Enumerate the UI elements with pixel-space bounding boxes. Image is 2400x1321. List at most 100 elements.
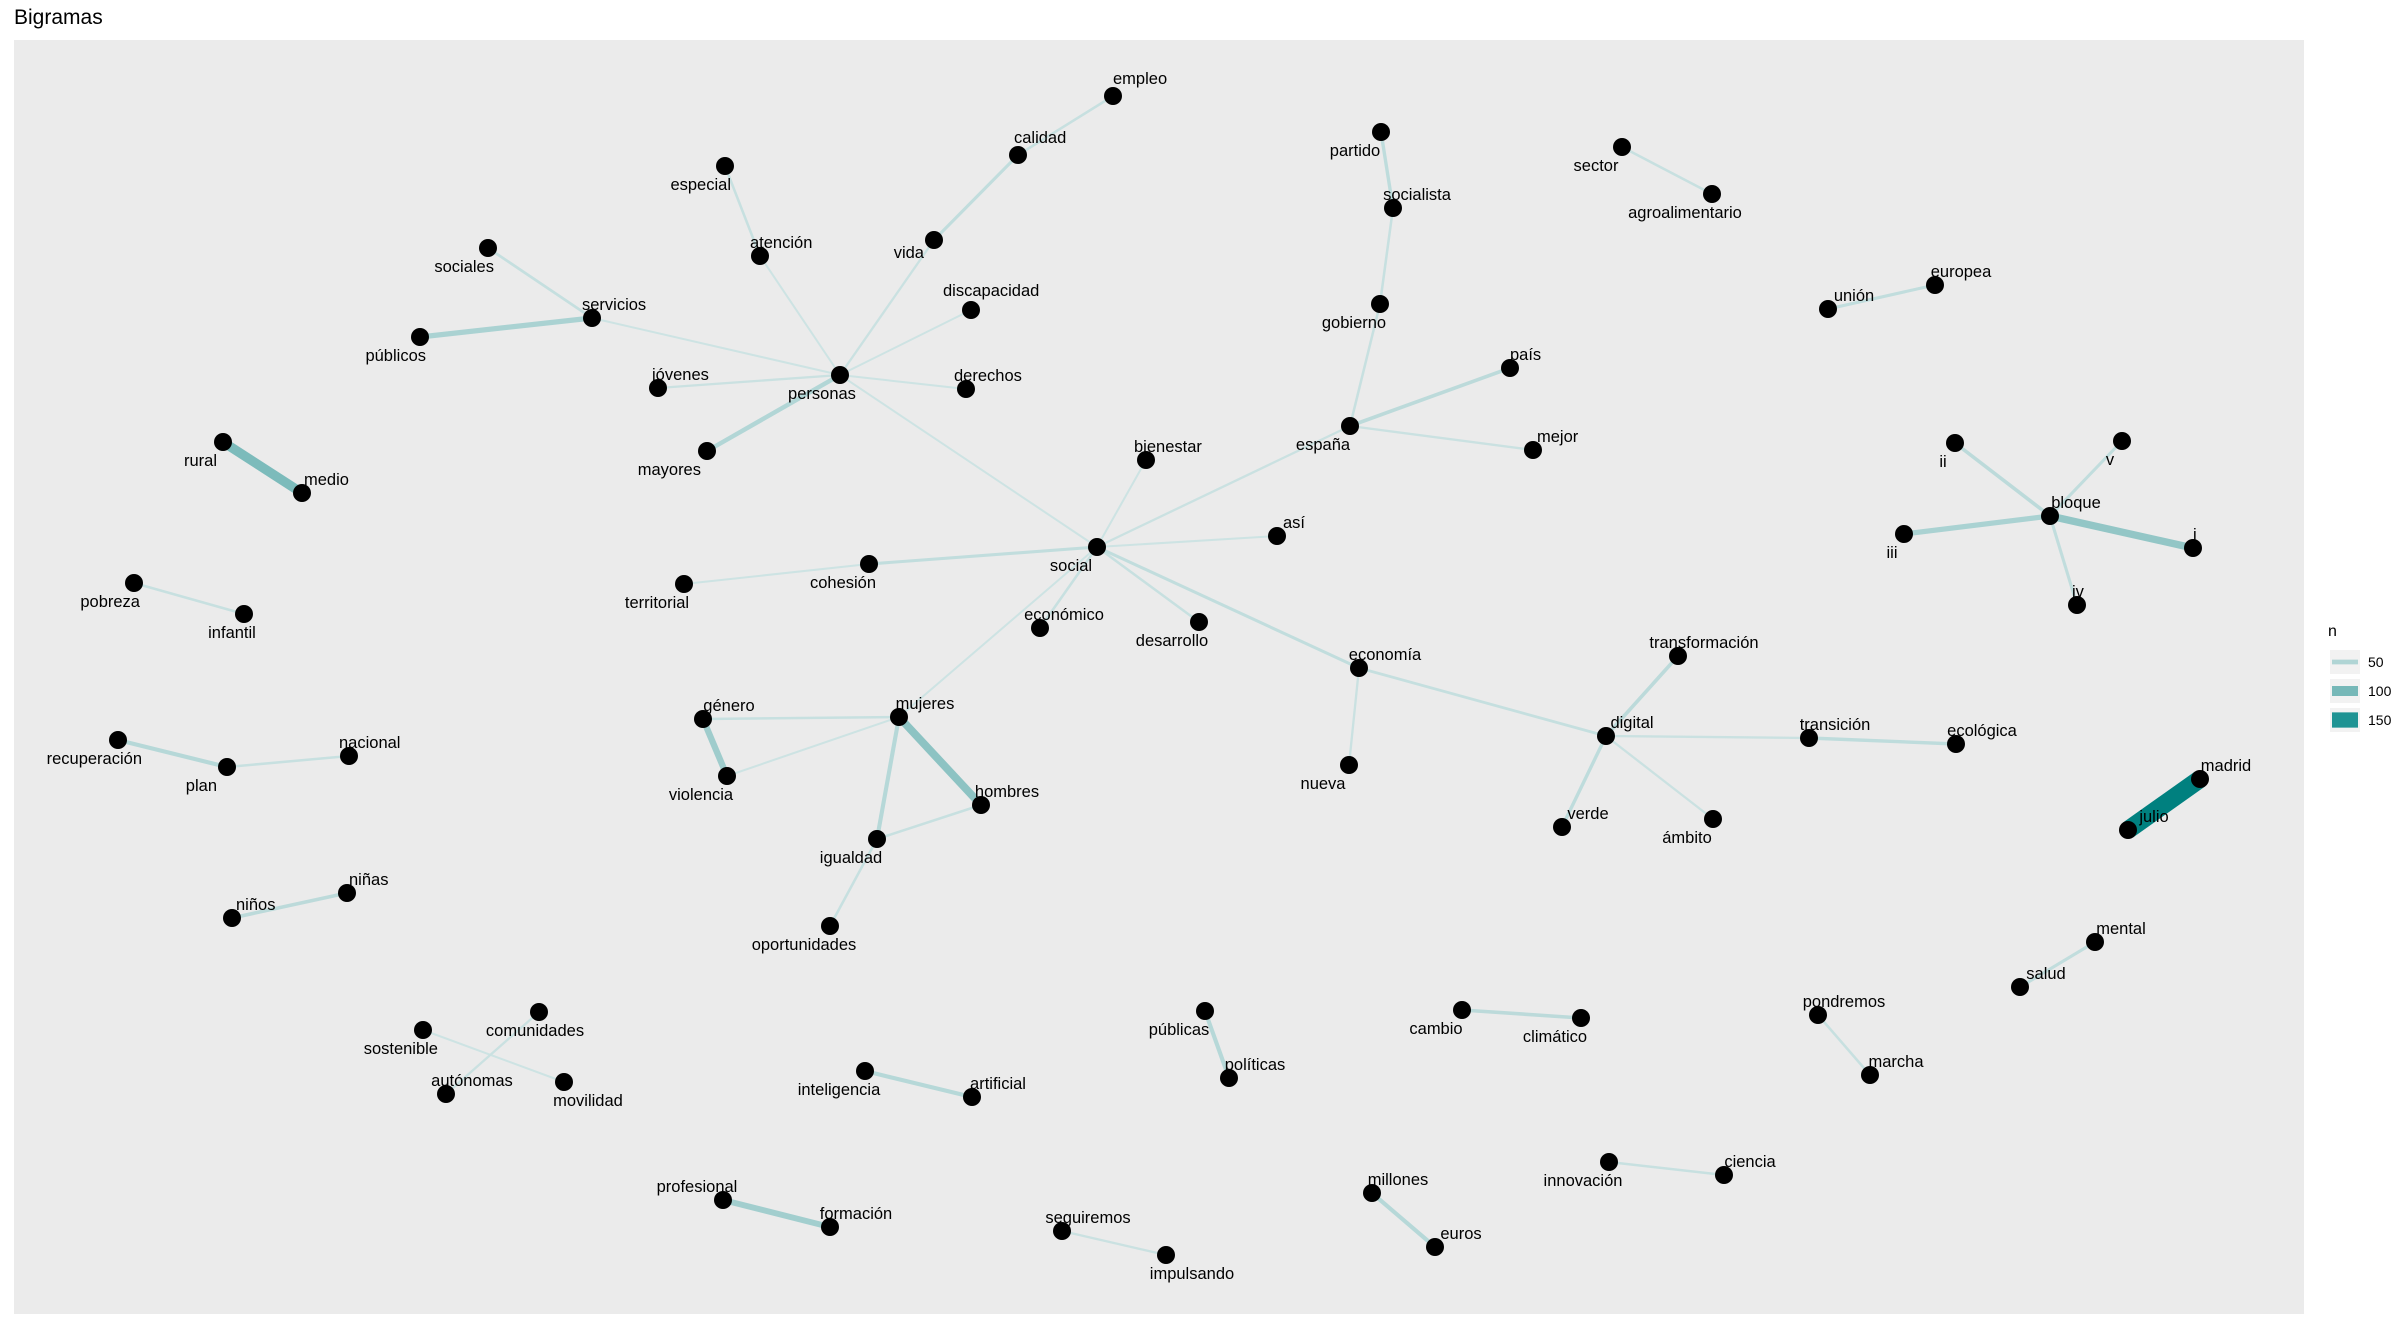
node-label-socialista: socialista [1383, 186, 1452, 204]
node-label-empleo: empleo [1113, 70, 1167, 88]
edge-union-europea [1827, 283, 1936, 311]
node-recuperacion [109, 731, 127, 749]
node-label-territorial: territorial [625, 594, 689, 612]
node-label-ecologica: ecológica [1947, 722, 2018, 740]
edge-digital-transformacion [1604, 654, 1680, 738]
node-socialista [1384, 199, 1402, 217]
legend-label-50: 50 [2368, 654, 2384, 670]
node-label-politicas: políticas [1225, 1056, 1286, 1074]
node-europea [1926, 276, 1944, 294]
edge-seguiremos-impulsando [1061, 1229, 1167, 1257]
node-pondremos [1809, 1006, 1827, 1024]
edge-gobierno-espana [1348, 303, 1382, 427]
edge-servicios-sociales [487, 246, 593, 320]
node-atencion [751, 247, 769, 265]
node-partido [1372, 123, 1390, 141]
labels-layer: empleocalidadvidaespecialatenciónsociale… [47, 70, 2252, 1283]
node-label-espana: españa [1296, 436, 1351, 454]
node-cambio [1453, 1001, 1471, 1019]
node-label-inteligencia: inteligencia [798, 1081, 881, 1099]
edge-social-economico [1038, 546, 1099, 629]
node-label-sostenible: sostenible [364, 1040, 438, 1058]
edge-cambio-climatico [1461, 1008, 1582, 1020]
node-label-mental: mental [2096, 920, 2146, 938]
node-derechos [957, 380, 975, 398]
node-asi [1268, 527, 1286, 545]
edge-transicion-ecologica [1808, 736, 1957, 746]
edge-julio-madrid [2122, 771, 2206, 838]
node-label-iv: iv [2072, 583, 2085, 601]
edge-territorial-cohesion [683, 563, 870, 585]
node-label-oportunidades: oportunidades [752, 936, 857, 954]
node-profesional [714, 1191, 732, 1209]
node-iv [2068, 596, 2086, 614]
node-jovenes [649, 379, 667, 397]
edge-digital-transicion [1605, 734, 1810, 740]
node-plan [218, 758, 236, 776]
node-especial [716, 157, 734, 175]
edge-social-asi [1096, 535, 1278, 548]
node-ciencia [1715, 1166, 1733, 1184]
edges-layer [117, 94, 2206, 1257]
legend-label-100: 100 [2368, 683, 2392, 699]
edge-personas-atencion [759, 255, 841, 376]
node-ambito [1704, 810, 1722, 828]
edge-social-personas [839, 374, 1098, 548]
node-label-iii: iii [1887, 544, 1898, 562]
edge-personas-discapacidad [839, 309, 972, 376]
node-label-desarrollo: desarrollo [1136, 632, 1208, 650]
node-label-pais: país [1510, 346, 1541, 364]
node-label-comunidades: comunidades [486, 1022, 584, 1040]
node-cohesion [860, 555, 878, 573]
node-label-atencion: atención [750, 234, 812, 252]
edge-verde-digital [1560, 735, 1608, 828]
node-label-mejor: mejor [1537, 428, 1579, 446]
edge-mujeres-hombres [896, 714, 984, 808]
node-oportunidades [821, 917, 839, 935]
edge-socialista-gobierno [1378, 207, 1395, 305]
node-label-ninos: niños [236, 896, 275, 914]
node-label-cambio: cambio [1409, 1020, 1462, 1038]
legend-title: n [2328, 623, 2337, 640]
node-millones [1363, 1184, 1381, 1202]
node-personas [831, 366, 849, 384]
node-sociales [479, 239, 497, 257]
edge-economia-nueva [1347, 667, 1361, 766]
node-label-agroalimentario: agroalimentario [1628, 204, 1742, 222]
node-formacion [821, 1218, 839, 1236]
node-nacional [340, 747, 358, 765]
node-label-especial: especial [670, 176, 731, 194]
node-rural [214, 433, 232, 451]
edge-personas-vida [839, 239, 935, 376]
node-economico [1031, 619, 1049, 637]
edge-pobreza-infantil [133, 581, 245, 616]
edge-calidad-empleo [1017, 94, 1114, 157]
node-label-plan: plan [186, 777, 217, 795]
node-label-calidad: calidad [1014, 129, 1066, 147]
node-ecologica [1947, 735, 1965, 753]
nodes-layer [109, 87, 2209, 1264]
node-label-union: unión [1834, 287, 1874, 305]
node-label-ninas: niñas [349, 871, 388, 889]
edge-comunidades-autonomas [445, 1011, 540, 1095]
node-transformacion [1669, 647, 1687, 665]
edge-ii-bloque [1953, 441, 2052, 518]
node-iii [1895, 525, 1913, 543]
edge-espana-pais [1349, 366, 1511, 428]
node-nueva [1340, 756, 1358, 774]
node-label-impulsando: impulsando [1150, 1265, 1234, 1283]
node-label-movilidad: movilidad [553, 1092, 623, 1110]
edge-mujeres-violencia [726, 716, 900, 777]
node-label-economico: económico [1024, 606, 1104, 624]
edge-mujeres-igualdad [874, 716, 902, 840]
node-label-sector: sector [1574, 157, 1619, 175]
node-autonomas [437, 1085, 455, 1103]
node-label-economia: economía [1349, 646, 1422, 664]
edge-sector-agroalimentario [1621, 145, 1713, 196]
node-label-innovacion: innovación [1544, 1172, 1623, 1190]
node-label-cohesion: cohesión [810, 574, 876, 592]
legend: n 50 100 150 [2328, 623, 2392, 732]
edge-profesional-formacion [722, 1197, 831, 1230]
edge-bloque-i [2049, 512, 2194, 552]
